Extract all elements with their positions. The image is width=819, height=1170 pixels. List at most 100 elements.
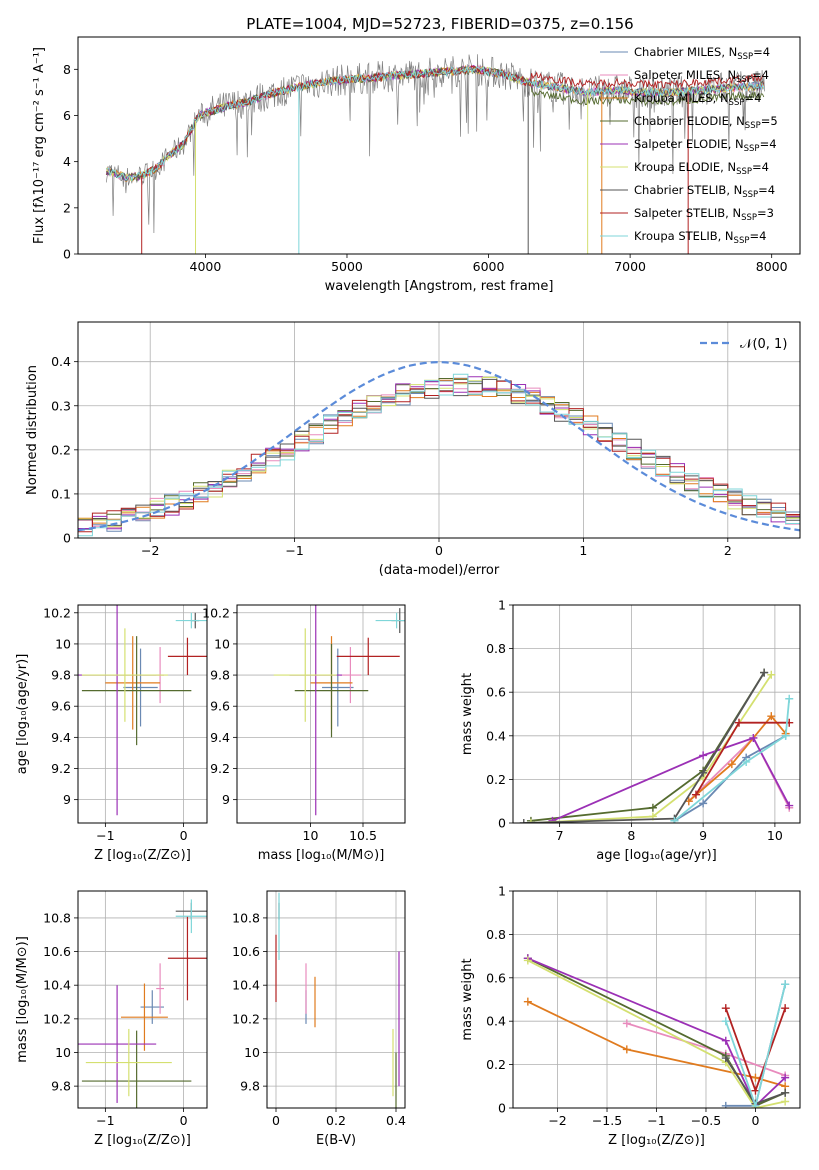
y-tick-label: 0.2 bbox=[486, 1057, 506, 1072]
legend-label-sub: SSP bbox=[736, 167, 752, 177]
y-tick-label: 0 bbox=[498, 1101, 506, 1116]
x-tick-label: 8 bbox=[627, 828, 635, 843]
legend-label-suffix: =5 bbox=[761, 114, 778, 128]
weight-point bbox=[523, 956, 532, 965]
legend-label-7: Salpeter STELIB, NSSP=3 bbox=[634, 206, 774, 223]
x-tick-label: −0.5 bbox=[691, 1113, 721, 1128]
axes-spectrum: 4000 5000 6000 7000 8000 0 2 4 6 8 wavelength [Ang… bbox=[32, 36, 801, 294]
legend-label-suffix: =4 bbox=[744, 91, 761, 105]
y-tick-label: 9.4 bbox=[210, 730, 230, 745]
plot-area-weight-Z bbox=[523, 954, 790, 1108]
axes-frame bbox=[77, 890, 208, 1109]
legend-label-3: Chabrier ELODIE, NSSP=5 bbox=[634, 114, 778, 131]
y-tick-label: 10.4 bbox=[43, 978, 71, 993]
y-tick-label: 4 bbox=[63, 154, 71, 169]
y-axis-label: mass weight bbox=[460, 673, 475, 755]
weight-point bbox=[781, 1073, 790, 1082]
x-axis-label: wavelength [Angstrom, rest frame] bbox=[325, 279, 554, 294]
y-tick-label: 9 bbox=[222, 792, 230, 807]
gaussian-line bbox=[78, 360, 800, 532]
x-tick-label: 9 bbox=[699, 828, 707, 843]
y-tick-label: 0.6 bbox=[486, 685, 506, 700]
legend-label-sub: SSP bbox=[737, 52, 753, 62]
weight-point bbox=[721, 1004, 730, 1013]
x-axis-label: Z [log₁₀(Z/Z⊙)] bbox=[608, 1133, 705, 1148]
y-tick-label: 0 bbox=[498, 816, 506, 831]
weight-point bbox=[751, 1073, 760, 1082]
weight-point bbox=[699, 768, 708, 777]
weight-line-6 bbox=[523, 672, 765, 823]
legend-label-6: Chabrier STELIB, NSSP=4 bbox=[634, 183, 775, 200]
y-tick-label: 10 bbox=[214, 636, 230, 651]
figure-title: PLATE=1004, MJD=52723, FIBERID=0375, z=0… bbox=[246, 15, 633, 33]
x-tick-label: −1 bbox=[285, 543, 303, 558]
x-tick-label: −1.5 bbox=[592, 1113, 622, 1128]
legend-label-suffix: =4 bbox=[760, 137, 777, 151]
legend-label-name: Salpeter MILES, N bbox=[634, 68, 736, 82]
axes-weight-age: 7 8 9 10 0 0.2 0.4 0.6 0.8 1 age [log₁₀(age/yr)] ma… bbox=[460, 598, 801, 863]
y-tick-label: 10.6 bbox=[232, 944, 260, 959]
legend-label-suffix: =4 bbox=[749, 229, 766, 243]
y-tick-label: 10 bbox=[55, 1045, 71, 1060]
legend-label-name: Salpeter STELIB, N bbox=[634, 206, 741, 220]
weight-point bbox=[785, 801, 794, 810]
x-tick-label: 10 bbox=[303, 828, 319, 843]
weight-line-4 bbox=[552, 736, 790, 822]
x-tick-label: 1 bbox=[579, 543, 587, 558]
plot-area-age-mass bbox=[273, 605, 405, 816]
legend-label-name: Chabrier ELODIE, N bbox=[634, 114, 745, 128]
x-tick-label: 0 bbox=[435, 543, 443, 558]
y-axis-label: Flux [fλ10⁻¹⁷ erg cm⁻² s⁻¹ A⁻¹] bbox=[32, 47, 47, 244]
y-tick-label: 0.1 bbox=[51, 486, 71, 501]
axes-residuals: −2 −1 0 1 2 0 0.1 0.2 0.3 0.4 (data-model)/error No… bbox=[25, 321, 801, 578]
weight-point bbox=[721, 1036, 730, 1045]
weight-line-4 bbox=[527, 957, 786, 1108]
weight-point bbox=[751, 1086, 760, 1095]
y-tick-label: 10 bbox=[55, 636, 71, 651]
weight-point bbox=[721, 1017, 730, 1026]
legend-label-suffix: =4 bbox=[758, 183, 775, 197]
weight-line-2 bbox=[688, 714, 787, 802]
weight-point bbox=[699, 751, 708, 760]
x-tick-label: 0 bbox=[751, 1113, 759, 1128]
weight-point bbox=[721, 1101, 730, 1108]
legend-label-name: Chabrier STELIB, N bbox=[634, 183, 742, 197]
axes-mass-ebv: 0 0.2 0.4 9.8 10 10.2 10.4 10.6 10.8 E(B-V) bbox=[232, 890, 406, 1148]
weight-point bbox=[622, 1019, 631, 1028]
legend-label-name: Chabrier MILES, N bbox=[634, 45, 737, 59]
weight-line-5 bbox=[527, 959, 786, 1108]
weight-point bbox=[648, 803, 657, 812]
legend-label-suffix: =4 bbox=[752, 160, 769, 174]
x-tick-label: 0 bbox=[180, 1113, 188, 1128]
legend-label-gaussian: 𝒩(0, 1) bbox=[740, 337, 787, 352]
legend-label-sub: SSP bbox=[734, 236, 750, 246]
plot-area-mass-Z bbox=[78, 899, 207, 1108]
y-tick-label: 9.6 bbox=[51, 699, 71, 714]
y-tick-label: 10.6 bbox=[43, 944, 71, 959]
y-tick-label: 9.8 bbox=[51, 668, 71, 683]
weight-point bbox=[760, 668, 769, 677]
x-axis-label: Z [log₁₀(Z/Z⊙)] bbox=[94, 1133, 191, 1148]
weight-point bbox=[781, 1004, 790, 1013]
legend-label-8: Kroupa STELIB, NSSP=4 bbox=[634, 229, 766, 246]
weight-point bbox=[735, 718, 744, 727]
y-axis-label: mass [log₁₀(M/M⊙)] bbox=[15, 936, 30, 1063]
x-tick-label: 2 bbox=[724, 543, 732, 558]
axes-frame bbox=[77, 36, 801, 255]
plot-area-age-Z bbox=[78, 605, 207, 816]
legend-label-0: Chabrier MILES, NSSP=4 bbox=[634, 45, 770, 62]
weight-point bbox=[767, 670, 776, 679]
weight-line-5 bbox=[530, 674, 773, 823]
weight-line-2 bbox=[527, 1000, 786, 1088]
x-tick-label: 0.4 bbox=[386, 1113, 406, 1128]
legend-label-name: Kroupa STELIB, N bbox=[634, 229, 734, 243]
legend-label-name: Kroupa ELODIE, N bbox=[634, 160, 736, 174]
y-axis-label: mass weight bbox=[460, 958, 475, 1040]
x-tick-label: 10.5 bbox=[349, 828, 377, 843]
weight-point bbox=[742, 757, 751, 766]
spectrum-model-line-8 bbox=[106, 65, 765, 182]
legend-label-2: Kroupa MILES, NSSP=4 bbox=[634, 91, 761, 108]
weight-point bbox=[749, 733, 758, 742]
y-tick-label: 0.4 bbox=[51, 354, 71, 369]
